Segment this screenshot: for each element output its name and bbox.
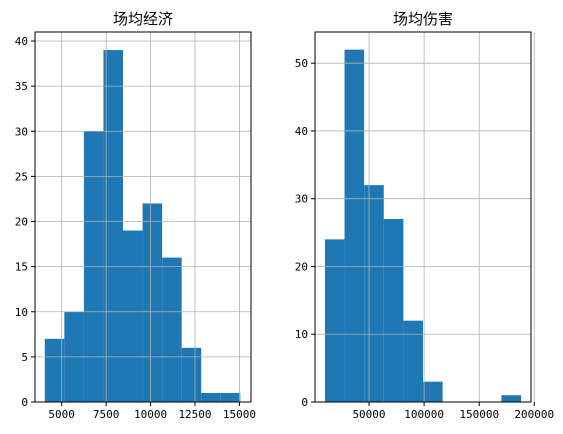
- histogram-bar: [201, 392, 221, 402]
- x-tick-label: 5000: [48, 408, 75, 421]
- y-tick-label: 0: [301, 396, 308, 409]
- histogram-bar: [162, 257, 182, 402]
- histogram-bar: [501, 395, 522, 402]
- histogram-bar: [403, 320, 423, 402]
- histogram-bar: [181, 347, 202, 402]
- x-tick-label: 100000: [404, 408, 444, 421]
- histogram-bar: [364, 185, 384, 402]
- histogram-damage-panel: 50000 100000 150000 200000 0 10 20 30 40 50 场均伤害: [295, 10, 554, 421]
- y-tick-label: 35: [15, 80, 28, 93]
- histogram-bar: [344, 49, 365, 402]
- x-tick-label: 200000: [514, 408, 554, 421]
- axes-frame: [34, 31, 252, 403]
- chart-title-damage: 场均伤害: [393, 10, 453, 28]
- y-tick-label: 10: [15, 306, 28, 319]
- y-tick-label: 50: [295, 57, 308, 70]
- y-tick-label: 30: [295, 193, 308, 206]
- chart-title-economy: 场均经济: [113, 10, 173, 28]
- y-tick-label: 0: [21, 396, 28, 409]
- y-tick-label: 15: [15, 261, 28, 274]
- histogram-bar: [103, 50, 123, 403]
- histogram-bar: [383, 219, 404, 402]
- x-tick-label: 12500: [178, 408, 211, 421]
- y-tick-label: 5: [21, 351, 28, 364]
- x-tick-label: 50000: [352, 408, 385, 421]
- histogram-bar: [423, 381, 443, 402]
- x-tick-label: 15000: [223, 408, 256, 421]
- histogram-bar: [142, 203, 163, 402]
- y-tick-label: 30: [15, 125, 28, 138]
- y-tick-label: 20: [295, 260, 308, 273]
- axes-frame: [314, 31, 532, 403]
- histogram-bar: [220, 392, 241, 402]
- x-tick-label: 150000: [459, 408, 499, 421]
- histogram-bar: [324, 239, 345, 402]
- y-tick-label: 40: [15, 35, 28, 48]
- x-tick-label: 7500: [93, 408, 120, 421]
- histogram-economy-panel: 5000 7500 10000 12500 15000 0 5 10 15 20 25 30 35 40 场…: [15, 10, 256, 421]
- x-tick-label: 10000: [134, 408, 167, 421]
- histogram-bar: [123, 230, 143, 402]
- y-tick-label: 40: [295, 125, 308, 138]
- y-tick-label: 10: [295, 328, 308, 341]
- y-tick-label: 25: [15, 170, 28, 183]
- y-tick-label: 20: [15, 216, 28, 229]
- histogram-bar: [44, 338, 65, 402]
